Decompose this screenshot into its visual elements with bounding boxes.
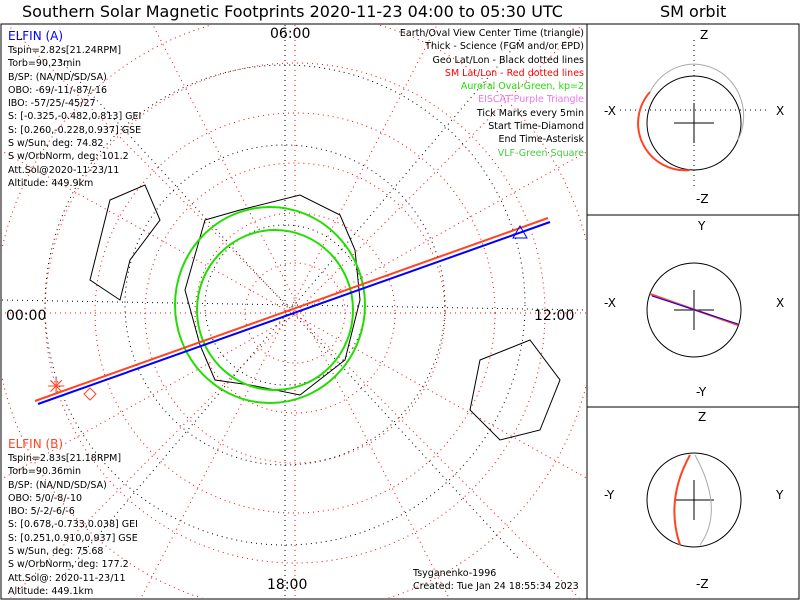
- info-line: Altitude: 449.9km: [8, 177, 94, 189]
- legend-item: VLF-Green Square: [497, 147, 584, 159]
- legend-item: Geo Lat/Lon - Black dotted lines: [432, 54, 584, 66]
- info-line: S w/Sun, deg: 75.68: [8, 546, 104, 558]
- p3-bottom: -Z: [696, 577, 709, 591]
- elfin-b-info: ELFIN (B) Tspin=2.83s[21.18RPM] Torb=90.…: [8, 437, 138, 598]
- sm-orbit-panels: [586, 23, 800, 600]
- auroral-oval-inner: [196, 229, 354, 391]
- elfin-a-track: [37, 221, 551, 405]
- info-line: Tspin=2.83s[21.18RPM]: [8, 453, 122, 464]
- info-line: Att.Sol@2020-11-23/11: [8, 164, 120, 176]
- elfin-a-info: ELFIN (A) Tspin=2.82s[21.24RPM] Torb=90.…: [8, 29, 141, 190]
- info-line: S w/Sun, deg: 74.82: [8, 138, 104, 150]
- footer: Tsyganenko-1996 Created: Tue Jan 24 18:5…: [413, 567, 579, 594]
- legend-item: Tick Marks every 5min: [476, 107, 584, 119]
- p2-top: Y: [698, 219, 706, 233]
- polar-map: ✳: [2, 25, 586, 598]
- info-line: Altitude: 449.1km: [8, 585, 94, 597]
- plot-title: Southern Solar Magnetic Footprints 2020-…: [22, 2, 563, 21]
- mlt-label-right: 12:00: [534, 308, 575, 324]
- legend-item: EISCAT-Purple Triangle: [478, 94, 584, 106]
- info-line: IBO: 5/-2/-6/-6: [8, 506, 75, 518]
- panel-xy: [646, 262, 742, 358]
- p1-top: Z: [700, 28, 709, 42]
- panel-xz: [620, 40, 770, 190]
- australia-coast: [469, 339, 561, 441]
- panel-yz: [646, 452, 742, 548]
- info-line: B/SP: (NA/ND/SD/SA): [8, 479, 107, 491]
- mlt-label-top: 06:00: [270, 26, 311, 42]
- p2-right: X: [776, 296, 785, 310]
- legend-item: Thick - Science (FGM and/or EPD): [425, 41, 584, 53]
- center-triangle-icon: [512, 225, 528, 239]
- info-line: Att.Sol@: 2020-11-23/11: [8, 572, 126, 584]
- elfin-b-track: [34, 217, 549, 402]
- info-line: Torb=90.36min: [8, 466, 82, 478]
- model-label: Tsyganenko-1996: [413, 568, 497, 579]
- info-line: B/SP: (NA/ND/SD/SA): [8, 71, 107, 83]
- antarctica-coast: [184, 194, 361, 396]
- p2-left: -X: [604, 296, 616, 310]
- legend-item: SM Lat/Lon - Red dotted lines: [444, 67, 584, 79]
- info-line: S: [-0.325,-0.482,0.813] GEI: [8, 111, 142, 123]
- info-line: OBO: -69/-11/-87/-16: [8, 84, 108, 96]
- info-line: IBO: -57/25/-45/27: [8, 98, 96, 110]
- legend: Earth/Oval View Center Time (triangle) Th…: [400, 27, 584, 160]
- south-america-coast: [89, 184, 161, 301]
- p1-right: X: [776, 104, 785, 118]
- info-line: S w/OrbNorm, deg: 177.2: [8, 559, 129, 571]
- info-line: Tspin=2.82s[21.24RPM]: [8, 45, 122, 56]
- start-diamond-icon: [83, 387, 97, 401]
- legend-item: Earth/Oval View Center Time (triangle): [399, 28, 584, 39]
- created-label: Created: Tue Jan 24 18:55:34 2023: [413, 581, 579, 593]
- auroral-oval-outer: [174, 206, 366, 404]
- info-line: S: [0.678,-0.733,0.038] GEI: [8, 519, 138, 531]
- end-asterisk-icon: ✳: [47, 375, 65, 400]
- sm-orbit-title: SM orbit: [660, 2, 727, 21]
- elfin-b-name: ELFIN (B): [8, 437, 64, 451]
- legend-item: Start Time-Diamond: [488, 121, 584, 133]
- p3-left: -Y: [604, 488, 615, 502]
- info-line: Torb=90.23min: [8, 58, 82, 70]
- info-line: OBO: 5/0/-8/-10: [8, 492, 83, 504]
- legend-item: End Time-Asterisk: [498, 134, 584, 146]
- mlt-label-left: 00:00: [6, 308, 47, 324]
- info-line: S: [0.251,0.910,0.937] GSE: [8, 532, 138, 544]
- p1-bottom: -Z: [696, 192, 709, 206]
- info-line: S w/OrbNorm, deg: 101.2: [8, 151, 129, 163]
- mlt-label-bottom: 18:00: [267, 577, 308, 593]
- p3-right: Y: [776, 488, 784, 502]
- p2-bottom: -Y: [696, 385, 707, 399]
- p1-left: -X: [604, 104, 616, 118]
- p3-top: Z: [698, 410, 707, 424]
- info-line: S: [0.260,-0.228,0.937] GSE: [8, 124, 142, 136]
- elfin-a-name: ELFIN (A): [8, 29, 64, 43]
- legend-item: Auroral Oval-Green, kp=2: [460, 81, 584, 93]
